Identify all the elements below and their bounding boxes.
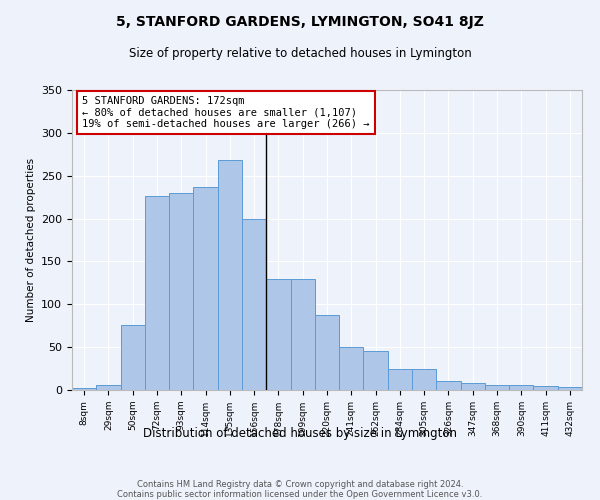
Bar (218, 160, 242, 390)
Bar (290, 278, 315, 390)
Bar (388, 368, 412, 390)
Bar (242, 218, 266, 390)
Bar (315, 314, 339, 390)
Bar (485, 385, 509, 390)
Bar (339, 347, 364, 390)
Text: 5 STANFORD GARDENS: 172sqm
← 80% of detached houses are smaller (1,107)
19% of s: 5 STANFORD GARDENS: 172sqm ← 80% of deta… (82, 96, 370, 129)
Bar (509, 385, 533, 390)
Bar (193, 187, 218, 390)
Bar (412, 368, 436, 390)
Text: 5, STANFORD GARDENS, LYMINGTON, SO41 8JZ: 5, STANFORD GARDENS, LYMINGTON, SO41 8JZ (116, 15, 484, 29)
Bar (96, 385, 121, 390)
Bar (169, 193, 193, 390)
Bar (364, 350, 388, 390)
Bar (533, 386, 558, 390)
Bar (72, 388, 96, 390)
Bar (558, 388, 582, 390)
Y-axis label: Number of detached properties: Number of detached properties (26, 158, 35, 322)
Bar (436, 380, 461, 390)
Bar (461, 383, 485, 390)
Text: Size of property relative to detached houses in Lymington: Size of property relative to detached ho… (128, 48, 472, 60)
Bar (121, 325, 145, 390)
Text: Contains HM Land Registry data © Crown copyright and database right 2024.
Contai: Contains HM Land Registry data © Crown c… (118, 480, 482, 500)
Bar (145, 196, 169, 390)
Bar (266, 278, 290, 390)
Text: Distribution of detached houses by size in Lymington: Distribution of detached houses by size … (143, 428, 457, 440)
